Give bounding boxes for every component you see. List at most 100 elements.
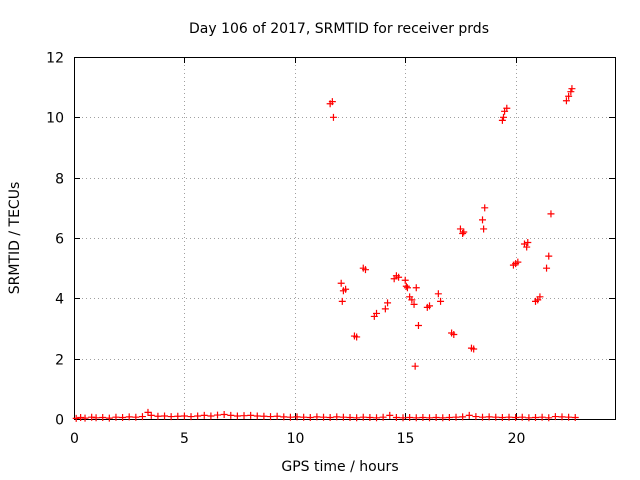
- data-point: [565, 413, 573, 421]
- data-point: [220, 410, 228, 418]
- data-point: [353, 333, 361, 341]
- axis-ticks: [74, 57, 615, 420]
- data-point: [373, 414, 381, 422]
- tick-labels: 0 2 4 6 8 10 12 0 5 10 15 20: [46, 51, 525, 448]
- data-point: [434, 290, 442, 298]
- data-point: [523, 243, 531, 251]
- data-point: [524, 239, 532, 247]
- data-point: [320, 413, 328, 421]
- data-point: [300, 413, 308, 421]
- data-point: [551, 413, 559, 421]
- data-point: [492, 413, 500, 421]
- data-points: [72, 85, 579, 422]
- data-point: [386, 411, 394, 419]
- grid-lines: [74, 57, 615, 419]
- data-point: [545, 252, 553, 260]
- data-point: [381, 305, 389, 313]
- data-point: [286, 413, 294, 421]
- y-tick-label: 2: [55, 353, 64, 369]
- y-tick-label: 12: [46, 51, 64, 67]
- data-point: [240, 412, 248, 420]
- data-point: [138, 413, 146, 421]
- data-point: [227, 411, 235, 419]
- data-point: [384, 299, 392, 307]
- data-point: [481, 204, 489, 212]
- data-point: [306, 413, 314, 421]
- data-point: [459, 413, 467, 421]
- data-point: [77, 413, 85, 421]
- data-point: [144, 408, 152, 416]
- data-point: [88, 413, 96, 421]
- data-point: [293, 413, 301, 421]
- data-point: [161, 412, 169, 420]
- data-point: [214, 411, 222, 419]
- data-point: [456, 225, 464, 233]
- data-point: [465, 411, 473, 419]
- data-point: [200, 411, 208, 419]
- data-point: [187, 413, 195, 421]
- y-tick-label: 4: [55, 292, 64, 308]
- data-point: [359, 413, 367, 421]
- data-point: [333, 413, 341, 421]
- data-point: [532, 413, 540, 421]
- data-point: [260, 412, 268, 420]
- data-point: [401, 276, 409, 284]
- data-point: [565, 92, 573, 100]
- x-tick-label: 15: [397, 431, 415, 447]
- y-tick-label: 10: [46, 111, 64, 127]
- data-point: [479, 413, 487, 421]
- data-point: [233, 412, 241, 420]
- y-tick-label: 8: [55, 172, 64, 188]
- data-point: [207, 412, 215, 420]
- data-point: [328, 98, 336, 106]
- chart-title: Day 106 of 2017, SRMTID for receiver prd…: [189, 21, 489, 37]
- data-point: [361, 266, 369, 274]
- data-point: [419, 413, 427, 421]
- data-point: [247, 411, 255, 419]
- data-point: [395, 273, 403, 281]
- data-point: [547, 210, 555, 218]
- data-point: [498, 413, 506, 421]
- data-point: [571, 413, 579, 421]
- data-point: [379, 413, 387, 421]
- data-point: [518, 413, 526, 421]
- data-point: [472, 413, 480, 421]
- data-point: [267, 413, 275, 421]
- data-point: [536, 293, 544, 301]
- data-point: [105, 414, 113, 422]
- data-point: [485, 413, 493, 421]
- data-point: [426, 302, 434, 310]
- data-point: [125, 413, 133, 421]
- data-point: [505, 413, 513, 421]
- data-point: [81, 414, 89, 422]
- data-point: [568, 85, 576, 93]
- data-point: [538, 413, 546, 421]
- x-tick-label: 10: [287, 431, 305, 447]
- data-point: [194, 412, 202, 420]
- data-point: [543, 264, 551, 272]
- data-point: [545, 414, 553, 422]
- data-point: [392, 413, 400, 421]
- data-point: [432, 413, 440, 421]
- data-point: [562, 97, 570, 105]
- data-point: [426, 414, 434, 422]
- data-point: [280, 413, 288, 421]
- data-point: [445, 413, 453, 421]
- data-point: [154, 412, 162, 420]
- data-point: [406, 413, 414, 421]
- data-point: [525, 414, 533, 422]
- data-point: [403, 284, 411, 292]
- data-point: [167, 413, 175, 421]
- data-point: [338, 297, 346, 305]
- data-point: [366, 413, 374, 421]
- data-point: [132, 413, 140, 421]
- x-tick-label: 0: [70, 431, 79, 447]
- data-point: [412, 414, 420, 422]
- x-axis-label: GPS time / hours: [281, 459, 398, 475]
- data-point: [119, 413, 127, 421]
- data-point: [147, 411, 155, 419]
- data-point: [470, 345, 478, 353]
- data-point: [460, 228, 468, 236]
- data-point: [353, 414, 361, 422]
